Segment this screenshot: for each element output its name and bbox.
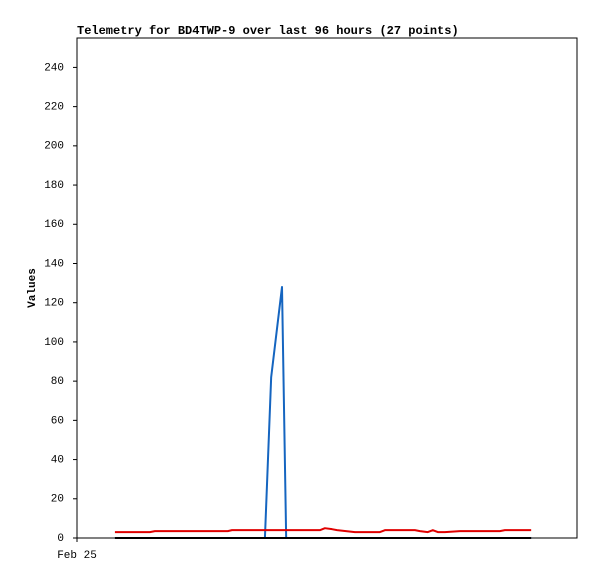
y-tick-label: 0 [57,533,64,545]
y-tick-label: 180 [44,180,64,192]
chart-title: Telemetry for BD4TWP-9 over last 96 hour… [77,24,459,38]
series-line [114,286,532,539]
y-tick-label: 200 [44,141,64,153]
x-tick-label: Feb 25 [57,550,97,562]
y-tick-label: 120 [44,298,64,310]
y-tick-label: 80 [51,376,64,388]
series-line [114,527,532,534]
y-tick-label: 60 [51,415,64,427]
y-tick-label: 40 [51,454,64,466]
y-tick-label: 220 [44,102,64,114]
plot-frame [76,37,578,539]
y-tick-label: 240 [44,62,64,74]
y-tick-label: 100 [44,337,64,349]
y-axis-label: Values [27,268,39,308]
y-tick-label: 20 [51,494,64,506]
y-tick-label: 140 [44,258,64,270]
y-tick-label: 160 [44,219,64,231]
